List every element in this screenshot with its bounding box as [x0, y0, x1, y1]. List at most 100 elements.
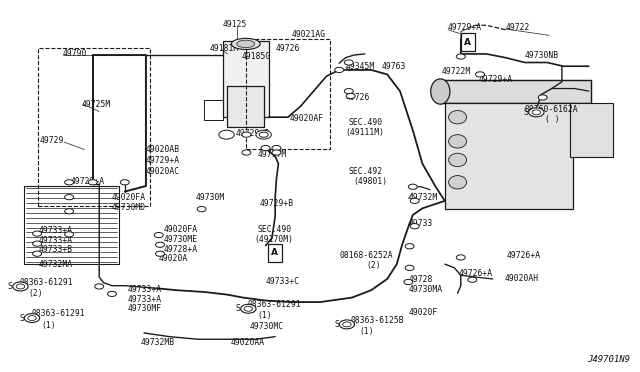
Circle shape [154, 232, 163, 238]
Circle shape [538, 95, 547, 100]
Text: 49020FA: 49020FA [163, 225, 197, 234]
Text: 49020AA: 49020AA [230, 338, 264, 347]
Circle shape [468, 277, 477, 282]
Ellipse shape [232, 38, 260, 49]
Text: 49125: 49125 [223, 20, 247, 29]
Text: 49729+A: 49729+A [479, 76, 513, 84]
Text: 08160-6162A: 08160-6162A [525, 105, 579, 114]
Text: 08363-61291: 08363-61291 [248, 300, 301, 309]
Ellipse shape [237, 40, 255, 48]
Text: S: S [236, 304, 240, 313]
Text: 49733+A: 49733+A [38, 236, 72, 245]
Text: 49732M: 49732M [408, 193, 438, 202]
Text: 49728+A: 49728+A [163, 245, 197, 254]
Circle shape [242, 150, 251, 155]
Circle shape [219, 130, 234, 139]
Text: 08363-6125B: 08363-6125B [350, 316, 404, 325]
Circle shape [120, 180, 129, 185]
Text: SEC.490: SEC.490 [257, 225, 291, 234]
Circle shape [28, 315, 36, 321]
Text: (1): (1) [257, 311, 272, 320]
Bar [570, 103, 613, 157]
Text: 49730MA: 49730MA [408, 285, 442, 294]
Circle shape [24, 314, 40, 323]
Text: 49729+A: 49729+A [448, 23, 482, 32]
Text: ( ): ( ) [545, 115, 560, 124]
Text: 49729: 49729 [40, 136, 64, 145]
Text: 49730NB: 49730NB [525, 51, 559, 60]
Text: 49725M: 49725M [82, 100, 111, 109]
Circle shape [33, 231, 42, 236]
Text: 49726: 49726 [275, 44, 300, 53]
Text: 49726+A: 49726+A [458, 269, 492, 278]
Ellipse shape [431, 79, 450, 104]
Text: J49701N9: J49701N9 [588, 355, 630, 364]
Bar [268, 244, 282, 262]
Text: S: S [334, 320, 339, 329]
Text: 49790: 49790 [63, 49, 87, 58]
Circle shape [410, 224, 419, 229]
Text: 08363-61291: 08363-61291 [32, 310, 86, 318]
Text: 49722M: 49722M [442, 67, 471, 76]
Circle shape [342, 322, 351, 327]
Bar [24, 186, 119, 264]
Text: S: S [524, 108, 528, 117]
Circle shape [33, 241, 42, 246]
Text: 49733+A: 49733+A [128, 285, 162, 294]
Circle shape [261, 145, 270, 151]
Bar [440, 80, 591, 103]
Ellipse shape [449, 110, 467, 124]
Circle shape [456, 54, 465, 59]
Circle shape [456, 255, 465, 260]
Bar [440, 80, 591, 103]
Text: 49763: 49763 [381, 62, 406, 71]
Text: A: A [271, 248, 278, 257]
Circle shape [344, 60, 353, 65]
Circle shape [272, 150, 281, 155]
Text: 49730M: 49730M [195, 193, 225, 202]
Circle shape [88, 180, 97, 185]
Bar [223, 41, 269, 117]
Ellipse shape [449, 153, 467, 167]
Text: 49021AG: 49021AG [291, 30, 325, 39]
Circle shape [404, 279, 413, 285]
Circle shape [65, 180, 74, 185]
Circle shape [156, 251, 164, 256]
Text: (49801): (49801) [353, 177, 387, 186]
Circle shape [532, 110, 541, 115]
Text: (1): (1) [360, 327, 374, 336]
Text: 49726+A: 49726+A [507, 251, 541, 260]
Text: 49728: 49728 [408, 275, 433, 284]
Circle shape [344, 89, 353, 94]
Circle shape [256, 130, 271, 139]
Circle shape [272, 145, 281, 151]
Circle shape [65, 232, 74, 237]
Text: 49730MC: 49730MC [250, 322, 284, 331]
Text: 49020AC: 49020AC [146, 167, 180, 176]
Circle shape [156, 242, 164, 247]
Text: 49020FA: 49020FA [112, 193, 146, 202]
Text: 49732MA: 49732MA [38, 260, 72, 269]
Text: 49020AB: 49020AB [146, 145, 180, 154]
Circle shape [241, 304, 256, 313]
Circle shape [16, 284, 25, 289]
Text: 49722: 49722 [506, 23, 530, 32]
Text: 49345M: 49345M [346, 62, 375, 71]
Text: 49733: 49733 [408, 219, 433, 228]
Text: 49733+A: 49733+A [128, 295, 162, 304]
Text: 49728+A: 49728+A [70, 177, 104, 186]
Text: 49020AH: 49020AH [504, 274, 538, 283]
Text: (49170M): (49170M) [255, 235, 294, 244]
Text: 49020AF: 49020AF [289, 114, 323, 123]
Circle shape [13, 282, 28, 291]
Text: 49733+B: 49733+B [38, 246, 72, 254]
Circle shape [408, 184, 417, 189]
Text: 49730ME: 49730ME [163, 235, 197, 244]
Circle shape [108, 291, 116, 296]
Circle shape [197, 206, 206, 212]
Ellipse shape [449, 176, 467, 189]
Text: 49185G: 49185G [242, 52, 271, 61]
Circle shape [335, 67, 344, 73]
Bar [246, 39, 330, 149]
Circle shape [339, 320, 355, 329]
